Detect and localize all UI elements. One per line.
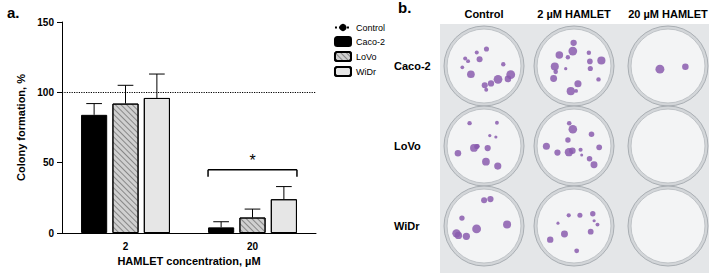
svg-text:Control: Control [356,23,385,33]
svg-text:Colony formation, %: Colony formation, % [15,74,27,181]
svg-text:Caco-2: Caco-2 [356,37,385,47]
svg-text:0: 0 [48,228,54,239]
svg-text:2: 2 [123,241,129,252]
svg-text:LoVo: LoVo [356,52,377,62]
svg-text:HAMLET concentration, µM: HAMLET concentration, µM [117,255,260,267]
svg-text:LoVo: LoVo [394,140,421,152]
svg-text:20: 20 [247,241,259,252]
svg-text:20 µM HAMLET: 20 µM HAMLET [628,8,708,20]
svg-text:Caco-2: Caco-2 [394,60,431,72]
svg-text:100: 100 [37,87,54,98]
svg-text:a.: a. [7,4,20,21]
svg-text:Control: Control [464,8,503,20]
svg-text:50: 50 [43,157,55,168]
svg-text:WiDr: WiDr [394,220,420,232]
svg-text:b.: b. [398,0,411,16]
svg-text:WiDr: WiDr [356,67,376,77]
svg-text:150: 150 [37,17,54,28]
svg-text:2 µM HAMLET: 2 µM HAMLET [537,8,611,20]
svg-text:*: * [249,152,255,169]
